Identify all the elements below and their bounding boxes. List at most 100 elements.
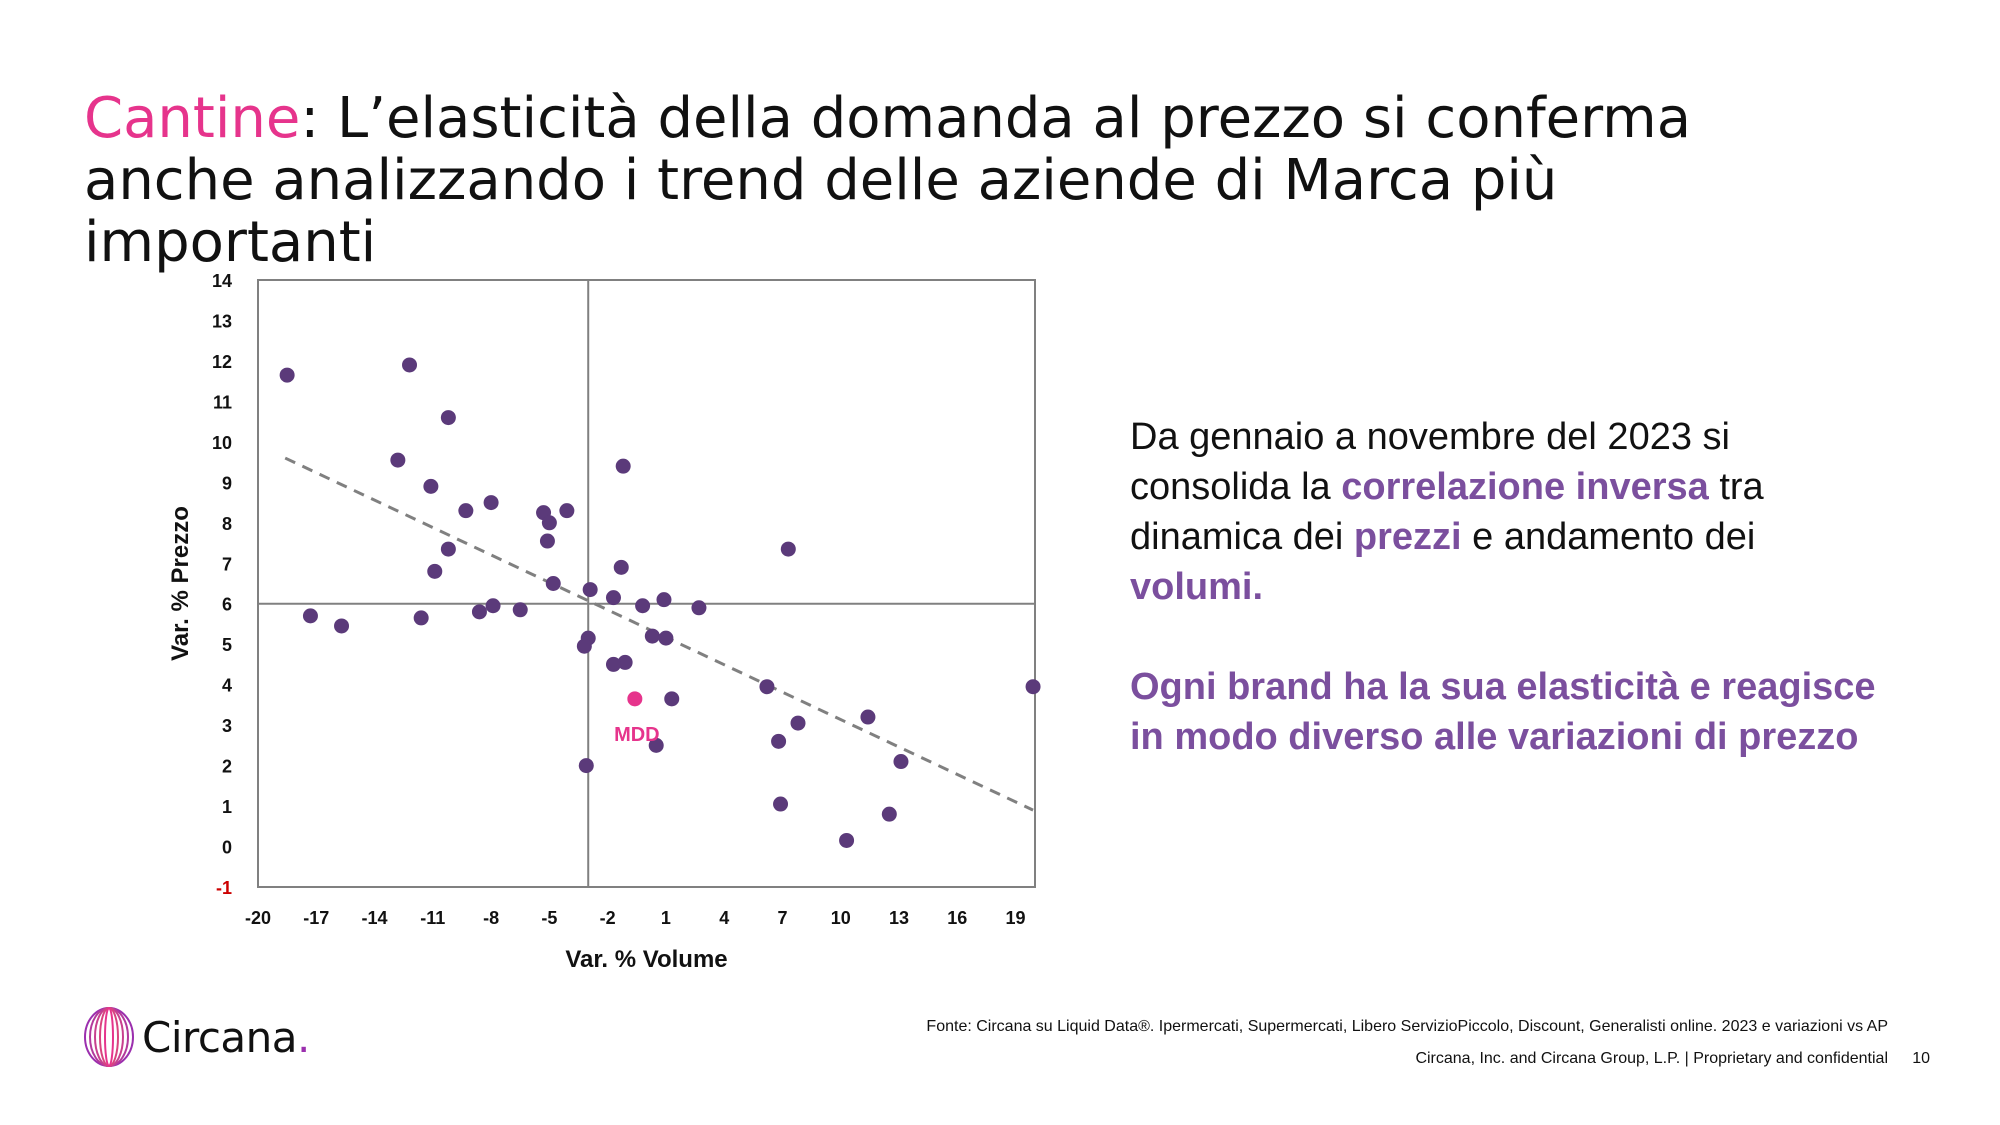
data-point	[658, 630, 674, 646]
data-point	[790, 715, 806, 731]
data-point	[576, 638, 592, 654]
commentary-text: Da gennaio a novembre del 2023 si consol…	[1130, 416, 1730, 508]
data-point	[559, 503, 575, 519]
y-tick-label: 3	[222, 716, 232, 736]
data-point	[578, 758, 594, 774]
circana-logo-icon	[84, 1007, 134, 1067]
y-tick-label: 8	[222, 514, 232, 534]
data-point	[390, 452, 406, 468]
data-point	[893, 754, 909, 770]
y-tick-label: 1	[222, 797, 232, 817]
y-tick-label: 11	[213, 392, 232, 412]
data-point	[440, 541, 456, 557]
data-point	[334, 618, 350, 634]
data-point	[1025, 679, 1041, 695]
data-point	[617, 654, 633, 670]
x-tick-label: 13	[889, 908, 909, 928]
data-point	[458, 503, 474, 519]
highlight-label: MDD	[614, 724, 660, 746]
y-tick-label: 6	[222, 595, 232, 615]
x-tick-label: 16	[947, 908, 967, 928]
page-number: 10	[1912, 1050, 1930, 1067]
x-tick-label: -20	[245, 908, 271, 928]
x-tick-label: 4	[719, 908, 729, 928]
x-tick-label: -5	[541, 908, 557, 928]
data-point	[302, 608, 318, 624]
commentary-text: tra dinamica dei	[1130, 466, 1764, 558]
data-point	[541, 515, 557, 531]
data-point	[485, 598, 501, 614]
data-point	[512, 602, 528, 618]
x-tick-label: -2	[600, 908, 616, 928]
plot-area-border	[257, 279, 1036, 888]
data-point	[648, 737, 664, 753]
x-tick-label: -17	[303, 908, 329, 928]
data-point	[771, 733, 787, 749]
y-tick-label: 4	[222, 676, 232, 696]
trendline-layer	[284, 456, 1034, 812]
data-point	[664, 691, 680, 707]
y-tick-label: 2	[222, 757, 232, 777]
x-tick-label: 10	[831, 908, 851, 928]
confidentiality-footer: Circana, Inc. and Circana Group, L.P. | …	[1415, 1050, 1888, 1067]
title-accent: Cantine	[84, 86, 301, 151]
circana-logo: Circana.	[82, 1005, 310, 1069]
highlight-volumes: volumi.	[1130, 566, 1264, 608]
x-tick-label: -11	[420, 908, 445, 928]
commentary-text: e andamento dei	[1461, 516, 1756, 558]
y-tick-label: 14	[212, 271, 232, 291]
data-point	[427, 563, 443, 579]
data-point	[440, 410, 456, 426]
x-tick-label: 1	[661, 908, 671, 928]
data-point	[691, 600, 707, 616]
data-point	[471, 604, 487, 620]
data-point	[773, 796, 789, 812]
y-tick-label: 10	[212, 433, 232, 453]
circana-logo-text: Circana.	[142, 1013, 310, 1062]
plot-frame	[257, 279, 1036, 888]
y-tick-label: 9	[222, 473, 232, 493]
x-axis-label: Var. % Volume	[565, 946, 727, 970]
data-point	[656, 592, 672, 608]
commentary: Da gennaio a novembre del 2023 si consol…	[1130, 412, 1890, 762]
logo-name: Circana	[142, 1012, 298, 1062]
data-point	[483, 495, 499, 511]
data-point	[402, 357, 418, 373]
y-tick-label: 7	[222, 554, 232, 574]
highlight-point	[627, 691, 643, 707]
source-note: Fonte: Circana su Liquid Data®. Ipermerc…	[926, 1018, 1888, 1035]
data-point	[644, 628, 660, 644]
data-point	[582, 582, 598, 598]
y-tick-label: 0	[222, 838, 232, 858]
data-point	[860, 709, 876, 725]
data-point	[615, 458, 631, 474]
data-point	[759, 679, 775, 695]
trendline	[284, 456, 1034, 812]
data-point	[605, 590, 621, 606]
commentary-paragraph-2: Ogni brand ha la sua elasticità e reagis…	[1130, 666, 1876, 758]
y-tick-label: 12	[212, 352, 232, 372]
highlight-correlation: correlazione inversa	[1341, 466, 1709, 508]
title-rest: : L’elasticità della domanda al prezzo s…	[84, 86, 1692, 275]
x-tick-label: 19	[1006, 908, 1026, 928]
data-point	[423, 478, 439, 494]
data-point	[839, 832, 855, 848]
data-point	[780, 541, 796, 557]
x-tick-label: 7	[777, 908, 787, 928]
data-points	[279, 357, 1041, 848]
x-tick-label: -14	[362, 908, 388, 928]
data-point	[635, 598, 651, 614]
reference-lines	[258, 280, 1035, 887]
data-point	[279, 367, 295, 383]
highlight-prices: prezzi	[1353, 516, 1462, 558]
highlight-layer: MDD	[614, 691, 660, 746]
y-axis-label: Var. % Prezzo	[167, 506, 194, 661]
data-point	[605, 656, 621, 672]
data-point	[545, 576, 561, 591]
page-title: Cantine: L’elasticità della domanda al p…	[84, 88, 1864, 274]
y-tick-label: 13	[212, 311, 232, 331]
logo-dot: .	[297, 1012, 310, 1062]
y-tick-label: 5	[222, 635, 232, 655]
